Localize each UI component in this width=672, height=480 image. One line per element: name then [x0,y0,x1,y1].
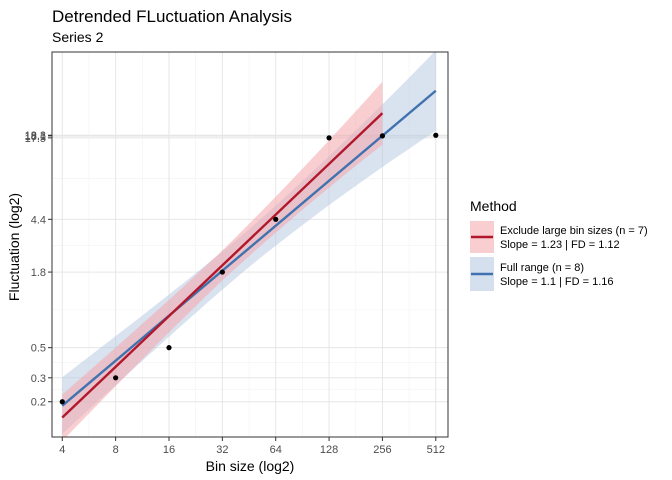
data-point [219,269,225,275]
data-point [326,135,332,141]
legend-label-full: Full range (n = 8) [500,262,584,274]
data-point [113,375,119,381]
x-tick-label: 512 [427,444,445,456]
y-axis: 0.2 0.3 0.5 1.8 4.4 17.518.118.3 [25,130,52,409]
fit-line-exclude-large-bins [61,112,384,419]
x-tick-label: 16 [163,444,175,456]
data-point [273,216,279,222]
y-tick-label: 18.3 [25,130,46,142]
y-axis-title: Fluctuation (log2) [6,193,22,301]
x-tick-label: 256 [373,444,391,456]
plot-border [51,51,449,438]
legend-label-exclude: Exclude large bin sizes (n = 7) [500,225,648,237]
y-tick-label: 18.1 [25,131,46,143]
y-tick-label: 4.4 [31,214,46,226]
x-tick-label: 32 [216,444,228,456]
y-tick-label: 17.5 [25,133,46,145]
plot-area [51,51,449,438]
data-points [59,132,439,405]
legend-stats-full: Slope = 1.1 | FD = 1.16 [500,276,614,288]
fit-line-full-range [61,89,437,407]
y-tick-label: 0.5 [31,343,46,355]
fit-lines [61,89,437,419]
legend-stats-exclude: Slope = 1.23 | FD = 1.12 [500,239,620,251]
data-point [433,132,439,138]
legend-item-exclude: Exclude large bin sizes (n = 7) Slope = … [470,221,648,253]
y-tick-label: 0.3 [31,373,46,385]
confidence-ribbons [62,52,436,437]
y-tick-label: 0.2 [31,397,46,409]
ribbon-exclude-large-bins [62,81,383,437]
x-tick-label: 64 [270,444,282,456]
chart-subtitle: Series 2 [52,29,104,45]
legend-item-full: Full range (n = 8) Slope = 1.1 | FD = 1.… [470,257,614,291]
x-tick-label: 4 [59,444,65,456]
legend-title: Method [470,198,517,214]
x-tick-label: 128 [320,444,338,456]
x-axis-title: Bin size (log2) [206,458,295,474]
data-point [166,345,172,351]
chart-title: Detrended FLuctuation Analysis [52,7,292,26]
y-tick-label: 1.8 [31,267,46,279]
x-tick-label: 8 [113,444,119,456]
data-point [59,399,65,405]
data-point [379,133,386,139]
x-axis: 4 8 16 32 64 128 256 512 [59,437,445,456]
legend: Method Exclude large bin sizes (n = 7) S… [470,198,648,291]
